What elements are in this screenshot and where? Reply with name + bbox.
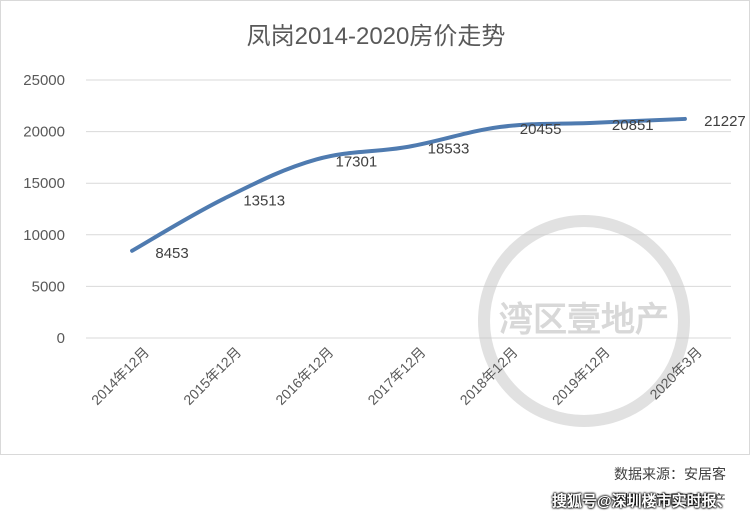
- y-tick-label: 0: [57, 330, 65, 347]
- y-tick-label: 20000: [23, 124, 65, 141]
- chart-title: 凤岗2014-2020房价走势: [247, 23, 506, 50]
- x-tick-label: 2014年12月: [88, 344, 152, 408]
- x-tick-label: 2017年12月: [364, 344, 428, 408]
- data-label: 18533: [428, 141, 470, 158]
- x-tick-label: 2019年12月: [549, 344, 613, 408]
- line-chart: 凤岗2014-2020房价走势 0 5000 10000 15000 20000 2500…: [23, 23, 746, 427]
- watermark: 湾区壹地产: [478, 215, 690, 427]
- data-label: 21227: [704, 113, 746, 130]
- x-tick-label: 2016年12月: [272, 344, 336, 408]
- series-line: [130, 116, 687, 253]
- data-label: 20455: [520, 121, 562, 138]
- data-label: 8453: [155, 245, 188, 262]
- data-label: 17301: [335, 153, 377, 170]
- y-tick-label: 15000: [23, 175, 65, 192]
- watermark-text: 湾区壹地产: [499, 300, 669, 339]
- data-source: 数据来源：安居客: [614, 466, 726, 482]
- chart-maker: 制表：湾区壹地产: [614, 492, 726, 508]
- chart-frame: 凤岗2014-2020房价走势 0 5000 10000 15000 20000 2500…: [0, 0, 750, 455]
- y-tick-label: 5000: [32, 278, 65, 295]
- data-label: 20851: [612, 117, 654, 134]
- y-tick-label: 25000: [23, 72, 65, 89]
- sohu-watermark: 搜狐号@深圳楼市实时报、: [552, 493, 732, 510]
- y-tick-label: 10000: [23, 227, 65, 244]
- x-tick-label: 2015年12月: [180, 344, 244, 408]
- data-label: 13513: [243, 193, 285, 210]
